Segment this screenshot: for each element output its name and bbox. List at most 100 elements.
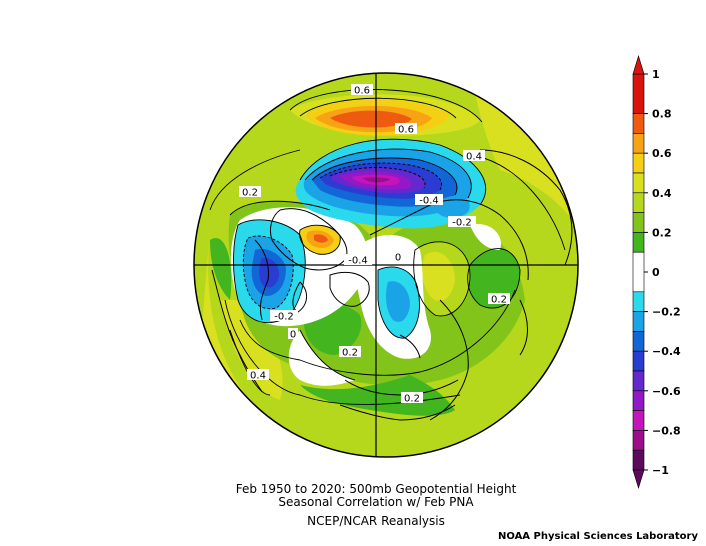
colorbar-tick-label: 0.4 xyxy=(652,187,672,200)
coastline xyxy=(369,199,529,281)
coastline xyxy=(519,299,528,356)
field-region-positive xyxy=(210,238,232,300)
contour-label-bg xyxy=(351,84,373,95)
field-region-positive xyxy=(422,251,455,301)
field-region-positive xyxy=(300,375,455,416)
figure-title-line2: Seasonal Correlation w/ Feb PNA xyxy=(278,495,474,509)
contour-line xyxy=(299,329,356,381)
contour-label-bg xyxy=(247,369,269,380)
contour-label-bg xyxy=(393,251,403,262)
coastline xyxy=(254,239,269,321)
colorbar-tick-label: −0.6 xyxy=(652,385,681,398)
contour-label: 0.6 xyxy=(398,125,414,136)
colorbar-tick-label: −1 xyxy=(652,464,669,477)
contour-label-bg xyxy=(270,310,298,321)
contour-label: -0.2 xyxy=(274,312,294,323)
contour-label-bg xyxy=(288,328,298,339)
colorbar-segment xyxy=(632,251,645,293)
contour-label: -0.4 xyxy=(348,256,368,267)
coastline xyxy=(211,269,263,393)
contour-label: -0.2 xyxy=(452,218,472,229)
colorbar-tick-label: −0.2 xyxy=(652,306,681,319)
contour-line xyxy=(304,148,472,199)
field-region-positive xyxy=(314,234,328,243)
contour-line xyxy=(229,200,331,216)
coastline xyxy=(269,208,348,271)
coastline xyxy=(344,379,459,396)
contour-label: 0.4 xyxy=(250,371,266,382)
coastline xyxy=(339,404,456,421)
colorbar-segment xyxy=(632,370,645,392)
field-region-neutral xyxy=(288,330,355,386)
contour-labels: 0.6 0.6 0.4 0.2 -0.4 -0.2 -0.4 0 0.2 -0.2 0 0.2 0.4 0… xyxy=(239,84,510,405)
contour-label: -0.4 xyxy=(419,196,439,207)
contour-label: 0 xyxy=(395,253,401,264)
contour-label-bg xyxy=(415,194,443,205)
contour-label-bg xyxy=(339,346,361,357)
colorbar-segment xyxy=(632,350,645,372)
correlation-field xyxy=(194,73,578,457)
colorbar: 1 0.8 0.6 0.4 0.2 0 −0.2 −0.4 −0.6 −0.8 −1 xyxy=(632,54,681,490)
colorbar-tick-label: 0 xyxy=(652,266,660,279)
contour-line xyxy=(299,138,486,206)
field-region-neutral xyxy=(470,224,501,250)
colorbar-segment xyxy=(632,152,645,174)
colorbar-segment xyxy=(632,113,645,134)
colorbar-tick-label: 0.6 xyxy=(652,147,672,160)
contour-label: 0 xyxy=(290,330,296,341)
coastline xyxy=(479,149,573,266)
colorbar-segment xyxy=(632,449,645,471)
colorbar-segment xyxy=(632,192,645,213)
colorbar-max-arrow xyxy=(632,54,645,75)
colorbar-tick-label: −0.8 xyxy=(652,424,681,437)
contour-label-bg xyxy=(401,392,423,403)
contour-line xyxy=(299,97,457,119)
contour-line xyxy=(377,266,420,339)
credit-label: NOAA Physical Sciences Laboratory xyxy=(497,531,698,542)
colorbar-segment xyxy=(632,331,645,352)
colorbar-tick-label: 0.8 xyxy=(652,108,672,121)
contour-label-bg xyxy=(463,150,485,161)
field-region-positive xyxy=(330,110,412,128)
colorbar-segment xyxy=(632,311,645,332)
contour-label-bg xyxy=(395,123,417,134)
contour-line xyxy=(467,248,521,309)
contour-label-bg xyxy=(239,186,261,197)
contour-label: 0.4 xyxy=(466,152,482,163)
contour-line xyxy=(319,162,442,191)
contour-line xyxy=(299,224,341,255)
contour-line xyxy=(311,157,458,196)
colorbar-segment xyxy=(632,390,645,411)
coastline xyxy=(429,299,469,421)
contour-line xyxy=(242,235,294,310)
colorbar-segment xyxy=(632,232,645,253)
field-region-negative xyxy=(385,281,410,322)
colorbar-min-arrow xyxy=(632,469,645,490)
coastline xyxy=(329,271,370,307)
colorbar-segment xyxy=(632,133,645,154)
contour-label-bg xyxy=(448,216,476,227)
colorbar-segment xyxy=(632,291,645,312)
coastline xyxy=(399,334,421,359)
contour-label: 0.2 xyxy=(242,188,258,199)
colorbar-tick-label: 0.2 xyxy=(652,226,672,239)
colorbar-segment xyxy=(632,172,645,194)
contour-label: 0.2 xyxy=(342,348,358,359)
dataset-label: NCEP/NCAR Reanalysis xyxy=(307,514,445,528)
contour-label: 0.6 xyxy=(354,86,370,97)
contour-line xyxy=(209,149,301,211)
colorbar-segment xyxy=(632,212,645,233)
contour-label: 0.2 xyxy=(491,295,507,306)
colorbar-tick-label: −0.4 xyxy=(652,345,681,358)
colorbar-tick-label: 1 xyxy=(652,68,660,81)
figure-title-line1: Feb 1950 to 2020: 500mb Geopotential Hei… xyxy=(235,482,517,496)
contour-label-bg xyxy=(488,293,510,304)
contour-line xyxy=(289,89,483,123)
colorbar-segment xyxy=(632,430,645,451)
contour-line xyxy=(239,289,516,376)
contour-label-bg xyxy=(344,254,372,265)
contour-label: 0.2 xyxy=(404,394,420,405)
coastlines xyxy=(211,149,573,421)
colorbar-segment xyxy=(632,73,645,114)
